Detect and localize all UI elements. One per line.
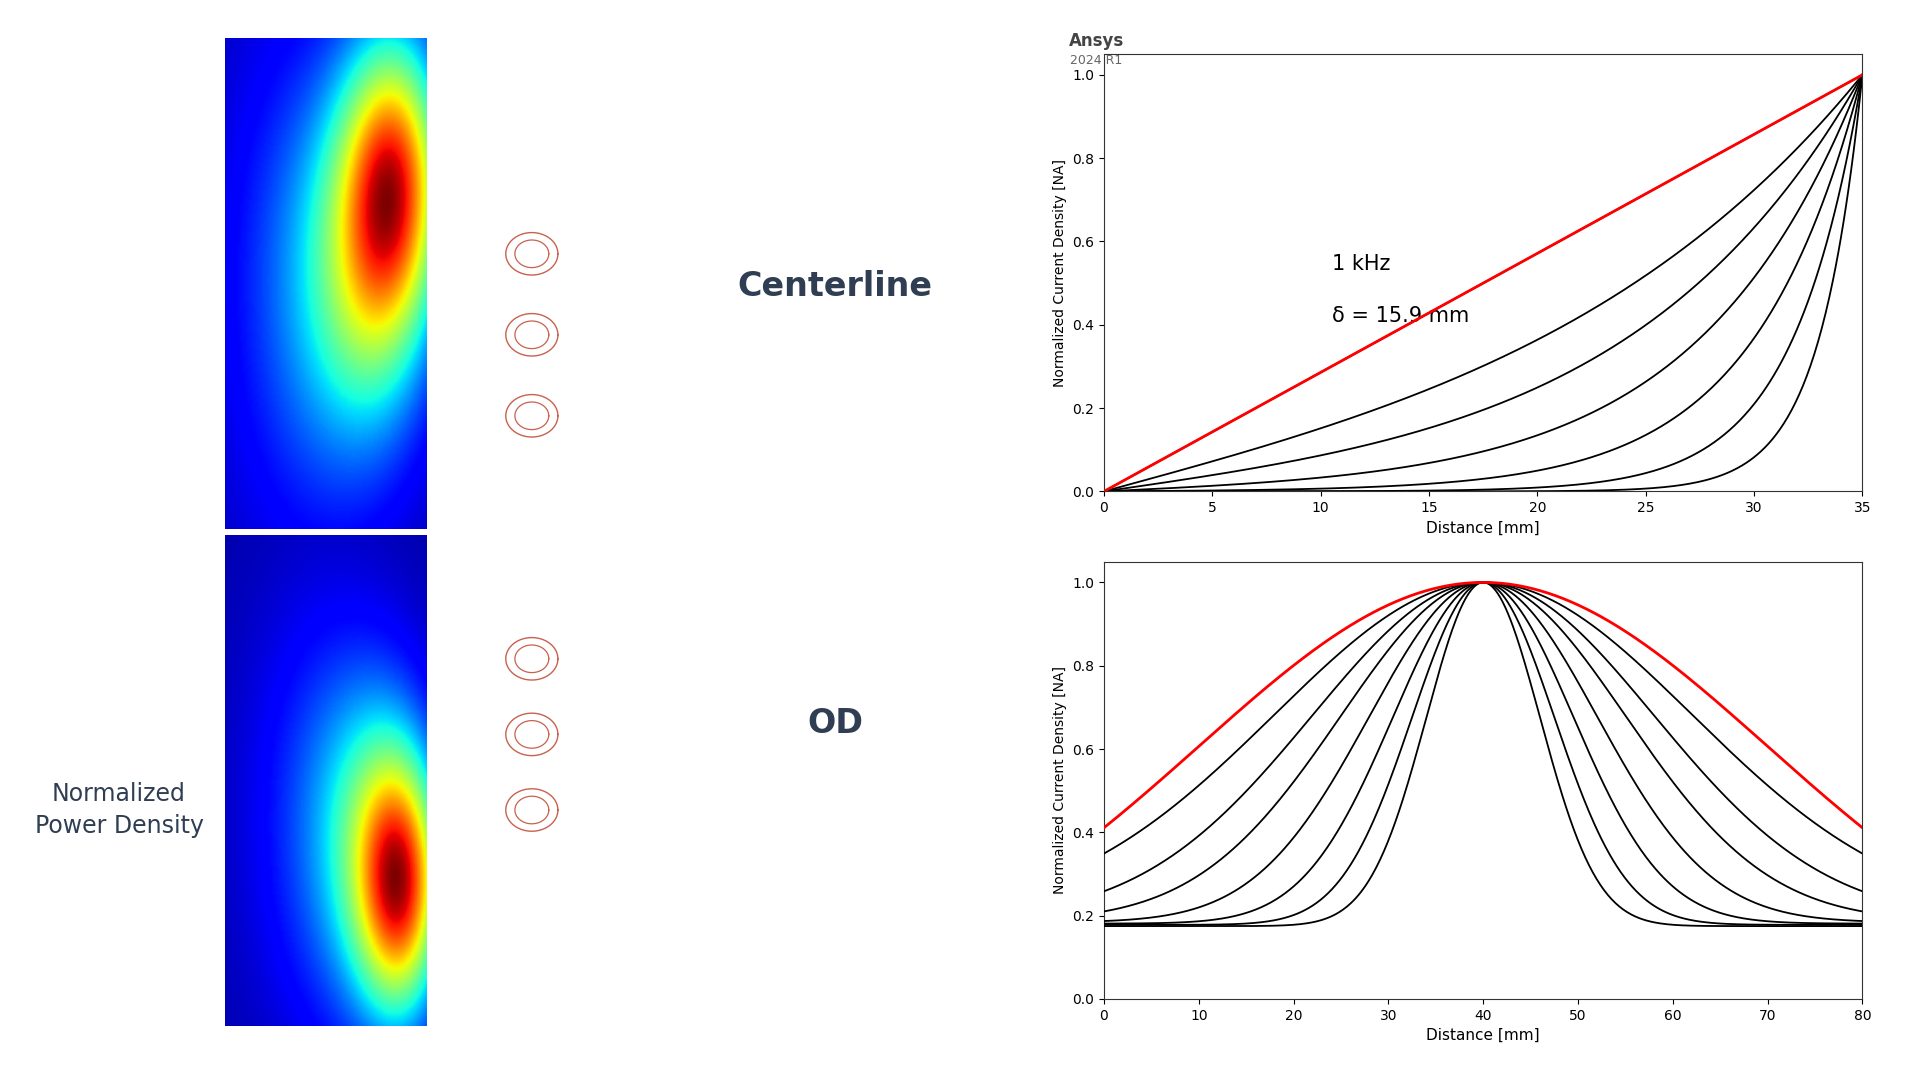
Y-axis label: Normalized Current Density [NA]: Normalized Current Density [NA] xyxy=(1052,666,1068,894)
Text: Centerline: Centerline xyxy=(737,270,933,302)
X-axis label: Distance [mm]: Distance [mm] xyxy=(1427,1028,1540,1043)
Text: Ansys: Ansys xyxy=(1069,32,1123,51)
Text: Normalized
Power Density: Normalized Power Density xyxy=(35,782,204,838)
Text: OD: OD xyxy=(806,707,864,740)
Y-axis label: Normalized Current Density [NA]: Normalized Current Density [NA] xyxy=(1052,159,1068,387)
Text: 2024 R1: 2024 R1 xyxy=(1069,54,1123,67)
Text: δ = 15.9 mm: δ = 15.9 mm xyxy=(1332,307,1469,326)
Text: 1 kHz: 1 kHz xyxy=(1332,254,1390,274)
X-axis label: Distance [mm]: Distance [mm] xyxy=(1427,521,1540,536)
